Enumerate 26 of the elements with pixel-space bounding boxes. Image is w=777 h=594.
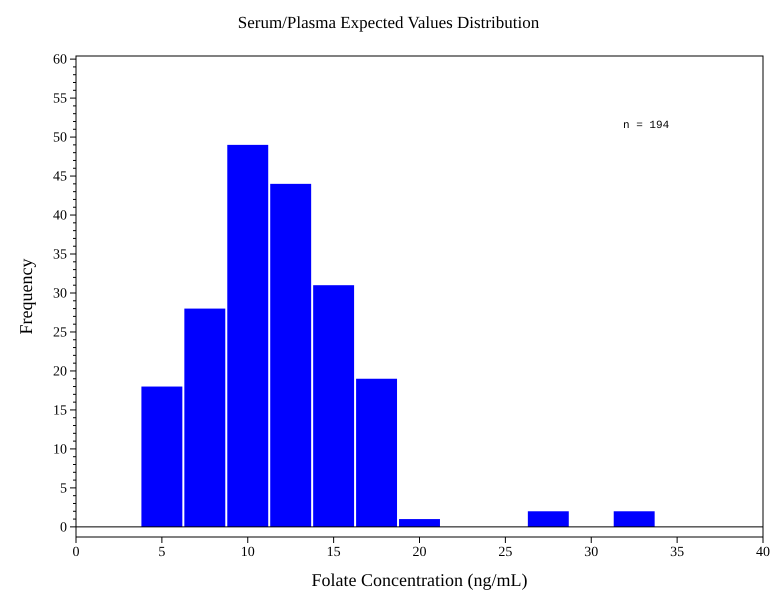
y-axis-title: Frequency: [16, 258, 36, 334]
x-tick-label: 20: [412, 544, 426, 560]
y-tick-label: 30: [53, 286, 67, 302]
x-tick-label: 25: [498, 544, 512, 560]
y-tick-label: 40: [53, 208, 67, 224]
y-tick-label: 55: [53, 92, 67, 107]
y-tick-label: 0: [60, 520, 67, 536]
x-tick-label: 30: [584, 544, 598, 560]
y-tick-label: 35: [53, 247, 67, 262]
x-tick-label: 5: [158, 544, 166, 560]
x-tick-label: 15: [326, 544, 341, 560]
x-axis-title: Folate Concentration (ng/mL): [312, 570, 528, 590]
y-tick-label: 10: [53, 442, 67, 458]
x-tick-label: 0: [72, 544, 80, 560]
y-tick-label: 20: [53, 364, 67, 380]
y-tick-label: 15: [53, 403, 67, 418]
y-tick-label: 5: [60, 481, 67, 496]
x-tick-label: 10: [240, 544, 255, 560]
x-tick-label: 35: [670, 544, 684, 560]
y-tick-label: 25: [53, 325, 67, 340]
y-tick-label: 60: [53, 52, 67, 68]
chart-title: Serum/Plasma Expected Values Distribution: [238, 13, 540, 32]
y-tick-label: 50: [53, 130, 67, 146]
y-tick-label: 45: [53, 170, 67, 185]
x-tick-label: 40: [756, 544, 770, 560]
annotation: n = 194: [623, 120, 670, 132]
